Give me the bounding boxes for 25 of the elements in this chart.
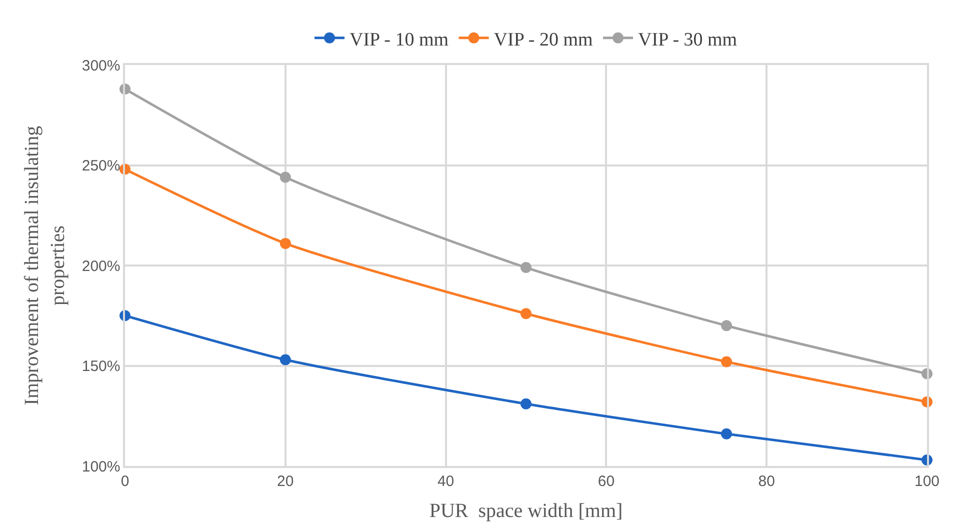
legend-label: VIP - 30 mm: [638, 29, 738, 50]
y-tick-label: 200%: [82, 258, 120, 275]
point: [280, 172, 291, 183]
x-tick-label: 40: [437, 472, 454, 490]
point: [280, 354, 291, 366]
y-tick-label: 250%: [82, 158, 120, 174]
legend-label: VIP - 20 mm: [494, 29, 594, 50]
legend-label: VIP - 10 mm: [350, 29, 449, 50]
x-tick-label: 0: [120, 472, 130, 490]
x-tick-label: 20: [277, 472, 294, 490]
x-tick-label: 100: [914, 472, 940, 490]
y-axis-title: Improvement of thermal insulating properties: [20, 126, 69, 406]
y-tick-label: 300%: [82, 57, 120, 74]
point: [520, 262, 532, 274]
y-tick-label: 100%: [82, 458, 120, 476]
point: [520, 308, 532, 320]
x-axis-title: PUR space width [mm]: [429, 500, 623, 522]
point: [721, 428, 732, 440]
y-tick-label: 150%: [82, 358, 120, 375]
point: [280, 238, 291, 249]
x-tick-label: 60: [598, 472, 615, 490]
point: [721, 356, 732, 368]
x-tick-label: 80: [758, 472, 775, 490]
point: [520, 398, 532, 410]
point: [721, 320, 732, 332]
